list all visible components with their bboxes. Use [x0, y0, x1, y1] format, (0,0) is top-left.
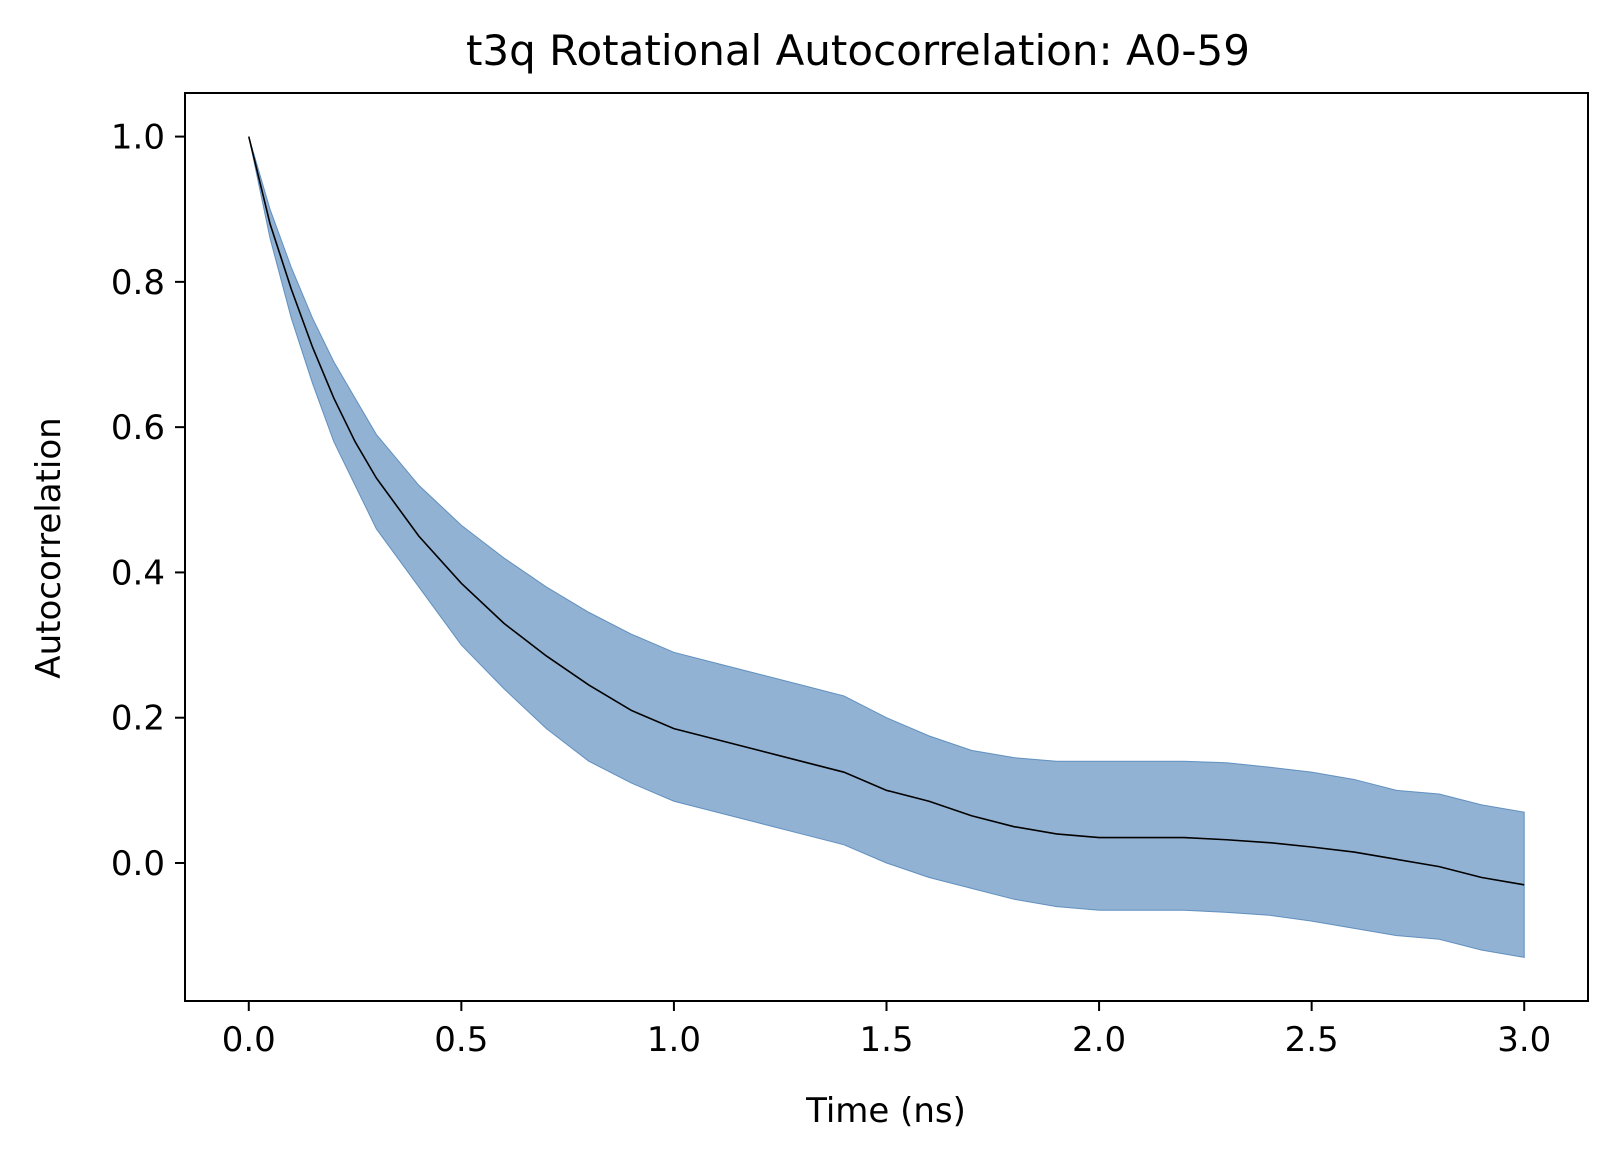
x-tick-label: 2.5 — [1285, 1020, 1339, 1060]
y-tick-label: 0.2 — [111, 699, 165, 739]
x-axis-ticks: 0.0 0.5 1.0 1.5 2.0 2.5 3.0 — [222, 1001, 1551, 1060]
x-tick-label: 2.0 — [1072, 1020, 1126, 1060]
x-axis-label: Time (ns) — [805, 1091, 966, 1131]
x-tick-label: 3.0 — [1497, 1020, 1551, 1060]
y-tick-label: 1.0 — [111, 118, 165, 158]
y-tick-label: 0.0 — [111, 844, 165, 884]
y-axis-ticks: 0.0 0.2 0.4 0.6 0.8 1.0 — [111, 118, 185, 884]
x-tick-label: 1.0 — [647, 1020, 701, 1060]
y-tick-label: 0.8 — [111, 263, 165, 303]
confidence-band — [248, 136, 1525, 959]
y-tick-label: 0.6 — [111, 408, 165, 448]
chart-title: t3q Rotational Autocorrelation: A0-59 — [466, 26, 1250, 75]
x-tick-label: 1.5 — [859, 1020, 913, 1060]
confidence-band-layer — [248, 136, 1525, 959]
series-line-mean — [247, 136, 1525, 886]
series-line-layer — [247, 136, 1525, 886]
x-tick-label: 0.5 — [434, 1020, 488, 1060]
x-tick-label: 0.0 — [222, 1020, 276, 1060]
y-axis-label: Autocorrelation — [29, 417, 69, 678]
y-tick-label: 0.4 — [111, 553, 165, 593]
